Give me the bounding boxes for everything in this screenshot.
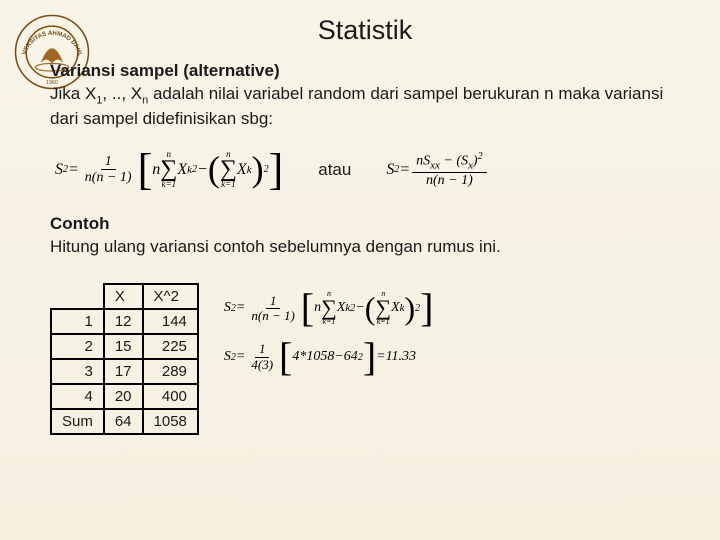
formula-repeat: S2 = 1n(n − 1) [ n n∑k=1 Xk2 − ( n∑k=1 X… (224, 290, 434, 326)
col-header-x2: X^2 (143, 284, 198, 309)
table-row: 317289 (51, 359, 198, 384)
page-title: Statistik (50, 15, 680, 46)
worked-formulas: S2 = 1n(n − 1) [ n n∑k=1 Xk2 − ( n∑k=1 X… (224, 290, 434, 373)
data-table: X X^2 112144 215225 317289 420400 Sum641… (50, 283, 199, 435)
heading-variansi: Variansi sampel (alternative) (50, 61, 680, 81)
formula-2: S2 = nSxx − (Sx)2 n(n − 1) (386, 151, 488, 188)
table-header-row: X X^2 (51, 284, 198, 309)
table-sum-row: Sum641058 (51, 409, 198, 434)
table-row: 420400 (51, 384, 198, 409)
table-row: 112144 (51, 309, 198, 334)
col-header-x: X (104, 284, 143, 309)
heading-contoh: Contoh (50, 214, 680, 234)
formula-1: S2 = 1n(n − 1) [ n n∑k=1 Xk2 − ( n∑k=1 X… (55, 150, 283, 190)
formula-calc: S2 = 14(3) [ 4*1058−642 ] =11.33 (224, 341, 434, 373)
body-text-1: Jika X1, .., Xn adalah nilai variabel ra… (50, 83, 680, 130)
formula-row: S2 = 1n(n − 1) [ n n∑k=1 Xk2 − ( n∑k=1 X… (50, 150, 680, 190)
body-text-2: Hitung ulang variansi contoh sebelumnya … (50, 236, 680, 258)
atau-label: atau (318, 160, 351, 180)
table-row: 215225 (51, 334, 198, 359)
